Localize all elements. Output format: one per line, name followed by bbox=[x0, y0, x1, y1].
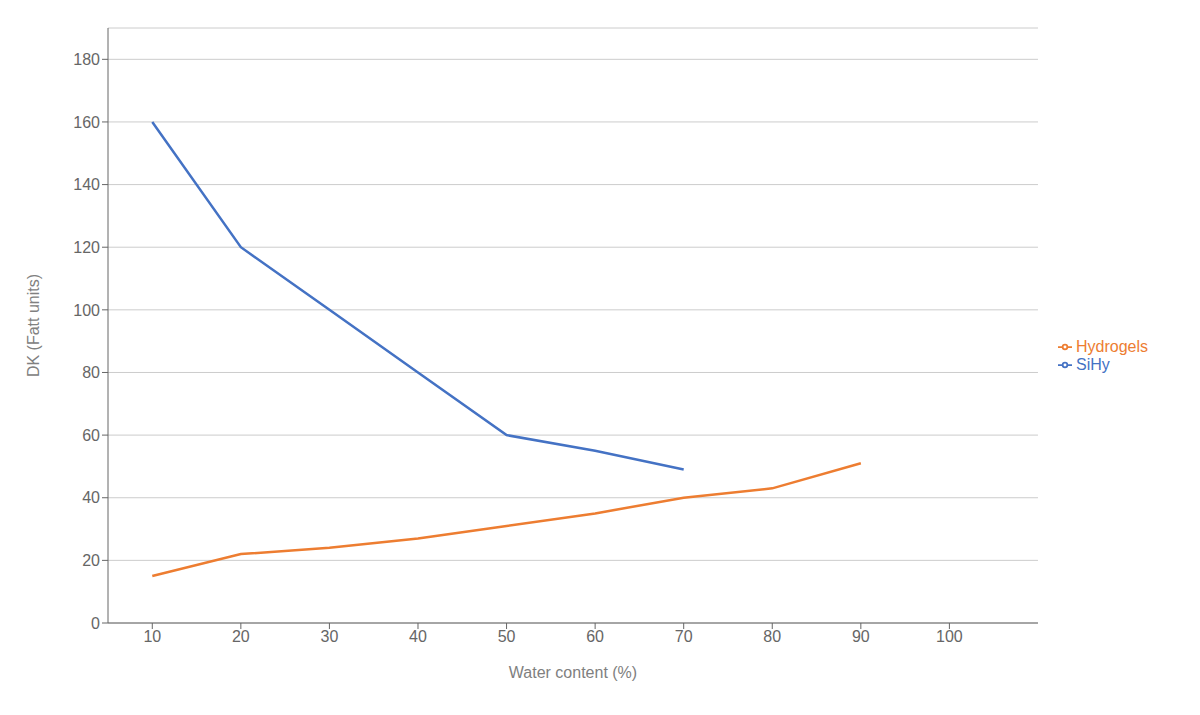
svg-text:100: 100 bbox=[73, 302, 100, 319]
svg-text:90: 90 bbox=[852, 628, 870, 645]
svg-text:50: 50 bbox=[498, 628, 516, 645]
svg-text:30: 30 bbox=[321, 628, 339, 645]
svg-text:100: 100 bbox=[936, 628, 963, 645]
svg-text:80: 80 bbox=[82, 364, 100, 381]
svg-text:20: 20 bbox=[232, 628, 250, 645]
svg-text:20: 20 bbox=[82, 552, 100, 569]
svg-text:DK (Fatt units): DK (Fatt units) bbox=[25, 274, 42, 377]
svg-text:40: 40 bbox=[82, 489, 100, 506]
svg-text:140: 140 bbox=[73, 176, 100, 193]
svg-text:160: 160 bbox=[73, 114, 100, 131]
svg-text:70: 70 bbox=[675, 628, 693, 645]
html-text:SiHy: SiHy bbox=[1076, 355, 1110, 373]
svg-text:60: 60 bbox=[586, 628, 604, 645]
svg-text:Water content (%): Water content (%) bbox=[509, 664, 637, 681]
svg-text:80: 80 bbox=[763, 628, 781, 645]
svg-text:0: 0 bbox=[91, 615, 100, 632]
svg-text:60: 60 bbox=[82, 427, 100, 444]
html-text:Hydrogels: Hydrogels bbox=[1076, 337, 1148, 355]
svg-text:40: 40 bbox=[409, 628, 427, 645]
svg-text:180: 180 bbox=[73, 51, 100, 68]
svg-text:120: 120 bbox=[73, 239, 100, 256]
svg-text:10: 10 bbox=[143, 628, 161, 645]
